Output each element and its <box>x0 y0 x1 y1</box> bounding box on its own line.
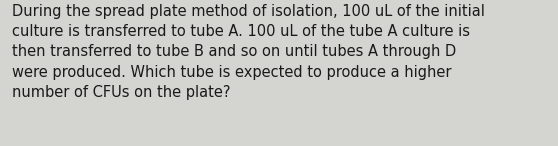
Text: During the spread plate method of isolation, 100 uL of the initial
culture is tr: During the spread plate method of isolat… <box>12 4 485 100</box>
